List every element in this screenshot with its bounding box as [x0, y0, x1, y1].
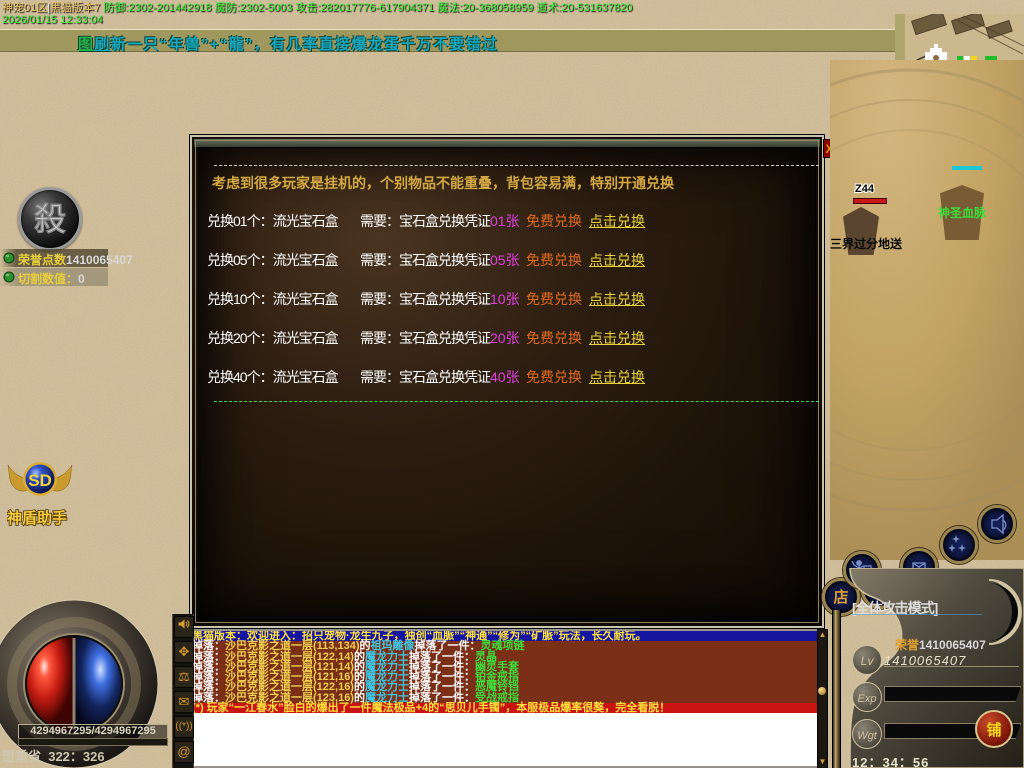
svg-text:Wgt: Wgt — [857, 730, 878, 742]
svg-text:SD: SD — [28, 471, 52, 490]
svg-text:Lv: Lv — [861, 654, 875, 668]
svg-text:殺: 殺 — [34, 201, 67, 237]
svg-text:神盾助手: 神盾助手 — [7, 509, 67, 527]
svg-text:铺: 铺 — [986, 721, 1001, 739]
svg-text:Exp: Exp — [858, 693, 877, 705]
